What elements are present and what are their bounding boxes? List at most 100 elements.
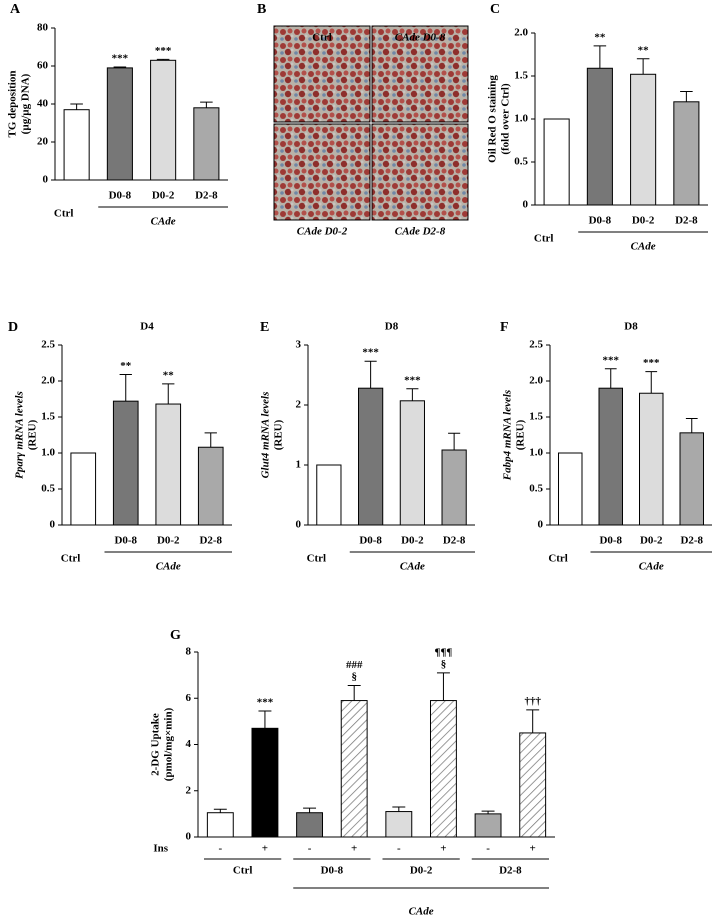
- y-axis-label: 2-DG Uptake: [150, 713, 162, 776]
- error-bar: [156, 58, 170, 61]
- significance-label: **: [594, 31, 606, 43]
- panel-letter: D: [8, 320, 18, 335]
- error-bar: [448, 432, 461, 450]
- image-label: CAde D0-2: [297, 226, 348, 238]
- y-tick-label: 60: [37, 60, 49, 72]
- bar: [429, 700, 457, 838]
- y-axis-label: (µg/µg DNA): [20, 73, 32, 134]
- y-tick-label: 2: [186, 784, 192, 796]
- x-tick-label: -: [397, 843, 401, 855]
- y-tick-label: 0.5: [41, 483, 55, 495]
- y-tick-label: 20: [37, 136, 49, 148]
- micrograph: [371, 25, 469, 123]
- y-tick-label: 0: [50, 519, 56, 531]
- x-tick-label: -: [218, 843, 222, 855]
- group-label: CAde: [156, 561, 181, 573]
- significance-label: **: [163, 369, 175, 381]
- group-tick-label: D0-8: [321, 865, 344, 877]
- panel-letter: F: [500, 320, 509, 335]
- error-bar: [481, 810, 495, 814]
- y-tick-label: 1.5: [41, 411, 55, 423]
- x-tick-label: D2-8: [675, 215, 698, 227]
- error-bar: [406, 388, 419, 401]
- significance-label: ###: [346, 659, 363, 671]
- bar: [399, 400, 425, 526]
- x-tick-label: -: [486, 843, 490, 855]
- error-bar: [303, 807, 317, 813]
- bar: [630, 73, 657, 206]
- y-tick-label: 1.0: [514, 113, 528, 125]
- error-bar: [258, 710, 272, 729]
- x-tick-label: Ctrl: [548, 553, 568, 565]
- bar: [558, 452, 583, 526]
- x-tick-label: D2-8: [199, 535, 222, 547]
- y-tick-label: 1.5: [529, 411, 543, 423]
- x-tick-label: D0-2: [157, 535, 180, 547]
- x-tick-label: Ctrl: [54, 208, 74, 220]
- bar: [519, 732, 547, 838]
- x-tick-label: Ctrl: [534, 233, 554, 245]
- bar: [598, 387, 623, 526]
- bar: [543, 118, 570, 206]
- error-bar: [113, 66, 127, 68]
- x-tick-label: +: [351, 843, 357, 855]
- bar: [358, 387, 384, 526]
- significance-label: §: [351, 671, 357, 683]
- y-tick-label: 40: [37, 98, 49, 110]
- y-tick-label: 1.0: [41, 447, 55, 459]
- x-tick-label: Ctrl: [307, 553, 327, 565]
- bar: [150, 59, 177, 181]
- bar: [112, 400, 139, 526]
- group-label: CAde: [409, 906, 434, 918]
- y-tick-label: 2.5: [41, 339, 55, 351]
- bar: [106, 67, 133, 181]
- significance-label: ***: [643, 357, 660, 369]
- row-label: Ins: [153, 843, 168, 855]
- y-axis-label: (pmol/mg×min): [163, 707, 175, 781]
- y-tick-label: 0.5: [529, 483, 543, 495]
- error-bar: [685, 417, 698, 433]
- x-tick-label: +: [530, 843, 536, 855]
- y-tick-label: 2.0: [41, 375, 55, 387]
- x-tick-label: D2-8: [443, 535, 466, 547]
- significance-label: ¶¶¶: [435, 646, 453, 658]
- x-tick-label: D0-2: [640, 535, 663, 547]
- significance-label: ***: [404, 374, 421, 386]
- significance-label: ***: [155, 45, 172, 57]
- error-bar: [680, 90, 693, 102]
- y-axis-label: (REU): [27, 419, 39, 450]
- y-tick-label: 0.5: [514, 156, 528, 168]
- panel-letter: G: [170, 628, 181, 643]
- y-tick-label: 0: [186, 831, 192, 843]
- image-panel: B Ctrl CAde D0-8 CAde D0-2 CAde D2-8: [257, 2, 469, 238]
- chart-title: D8: [624, 321, 638, 333]
- significance-label: **: [120, 360, 132, 372]
- group-tick-label: Ctrl: [233, 865, 253, 877]
- bar: [316, 464, 342, 526]
- significance-label: ***: [603, 354, 620, 366]
- group-tick-label: D2-8: [499, 865, 522, 877]
- bar: [441, 449, 467, 526]
- chart-title: D4: [140, 321, 154, 333]
- x-tick-label: D0-8: [599, 535, 622, 547]
- micrograph: [371, 123, 469, 221]
- x-tick-label: -: [308, 843, 312, 855]
- significance-label: ***: [112, 52, 129, 64]
- bar: [474, 813, 502, 838]
- x-tick-label: +: [262, 843, 268, 855]
- significance-label: ***: [362, 347, 379, 359]
- y-tick-label: 80: [37, 22, 49, 34]
- error-bar: [636, 58, 650, 75]
- y-tick-label: 0: [523, 199, 529, 211]
- y-axis-label: Fabp4 mRNA levels: [502, 390, 514, 481]
- y-axis-label: (REU): [273, 419, 285, 450]
- y-tick-label: 6: [186, 692, 192, 704]
- bar: [63, 109, 90, 181]
- group-label: CAde: [639, 561, 664, 573]
- y-tick-label: 2: [296, 399, 302, 411]
- y-tick-label: 2.0: [514, 27, 528, 39]
- bar: [385, 811, 413, 838]
- micrograph: [273, 25, 371, 123]
- y-axis-label: Pparγ mRNA levels: [14, 391, 26, 479]
